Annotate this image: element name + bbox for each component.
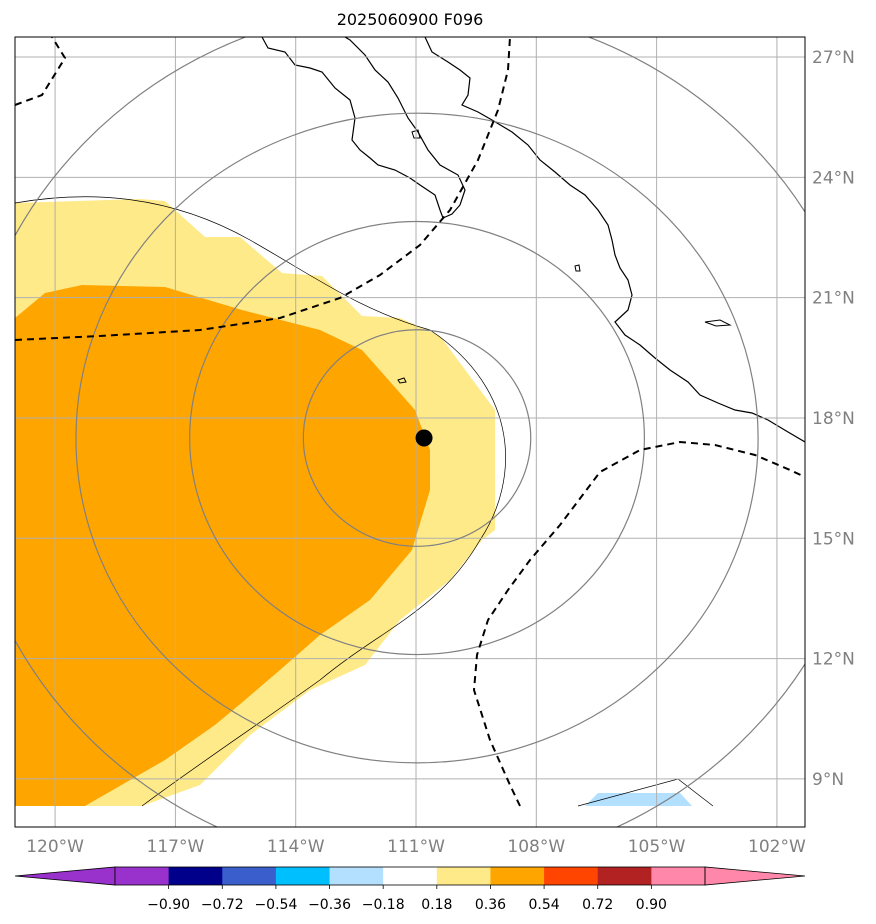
map-title: 2025060900 F096	[336, 10, 484, 29]
range-ring	[75, 112, 759, 764]
storm-center-dot	[415, 429, 433, 447]
colorbar-extend-high	[704, 866, 806, 886]
lon-tick-label: 108°W	[507, 837, 565, 857]
colorbar-tick-label: 0.18	[421, 897, 452, 913]
lat-tick-label: 21°N	[812, 289, 855, 309]
lat-tick-label: 27°N	[812, 48, 855, 68]
colorbar-segment	[168, 867, 223, 885]
colorbar-segment	[275, 867, 331, 885]
colorbar-segment	[490, 867, 545, 885]
dashed-line-topleft	[15, 37, 67, 106]
lon-tick-label: 114°W	[267, 837, 325, 857]
dashed-line-right	[472, 440, 805, 807]
colorbar-segment	[115, 867, 170, 885]
colorbar-segment	[651, 867, 706, 885]
lat-tick-label: 24°N	[812, 168, 855, 188]
grid-lines	[15, 37, 805, 827]
colorbar-extend-low	[14, 866, 116, 886]
colorbar-tick-label: 0.90	[636, 897, 667, 913]
colorbar-tick-label: −0.90	[147, 897, 190, 913]
island-2	[574, 264, 581, 272]
shading-light-blue	[585, 793, 692, 806]
colorbar-tick-label: −0.18	[362, 897, 405, 913]
colorbar-tick-label: 0.54	[529, 897, 560, 913]
lat-tick-label: 9°N	[812, 770, 844, 790]
shading-orange	[15, 285, 430, 806]
lat-tick-label: 18°N	[812, 409, 855, 429]
colorbar	[14, 866, 806, 886]
colorbar-tick-label: 0.72	[582, 897, 613, 913]
coastline-baja	[261, 37, 466, 219]
colorbar-tick-labels: −0.90 −0.72 −0.54 −0.36 −0.18 0.18 0.36 0.54 0.7…	[147, 885, 667, 913]
colorbar-tick-label: 0.36	[475, 897, 506, 913]
colorbar-tick-label: −0.54	[254, 897, 297, 913]
lat-tick-label: 12°N	[812, 650, 855, 670]
colorbar-tick-label: −0.36	[308, 897, 351, 913]
map-frame	[14, 36, 806, 828]
contour-line	[15, 196, 506, 807]
lon-tick-label: 105°W	[628, 837, 686, 857]
colorbar-segment	[436, 867, 491, 885]
lon-tick-label: 111°W	[387, 837, 445, 857]
lon-tick-label: 120°W	[26, 837, 84, 857]
lat-tick-labels: 27°N 24°N 21°N 18°N 15°N 12°N 9°N	[812, 48, 855, 790]
lon-tick-label: 102°W	[748, 837, 806, 857]
colorbar-frame	[114, 866, 706, 886]
colorbar-segment	[383, 867, 438, 885]
colorbar-segment	[597, 867, 652, 885]
dashed-line-main	[15, 37, 511, 341]
lon-tick-labels: 120°W 117°W 114°W 111°W 108°W 105°W 102°W	[26, 837, 806, 857]
range-rings	[15, 37, 805, 827]
island-1	[397, 377, 407, 384]
lon-tick-label: 117°W	[147, 837, 205, 857]
coastline-mainland	[424, 37, 805, 443]
colorbar-tick-label: −0.72	[201, 897, 244, 913]
range-ring	[302, 329, 532, 547]
island-3	[704, 319, 732, 327]
colorbar-segment	[544, 867, 599, 885]
colorbar-segment	[222, 867, 277, 885]
colorbar-segment	[329, 867, 384, 885]
lat-tick-label: 15°N	[812, 529, 855, 549]
range-ring	[189, 220, 646, 656]
